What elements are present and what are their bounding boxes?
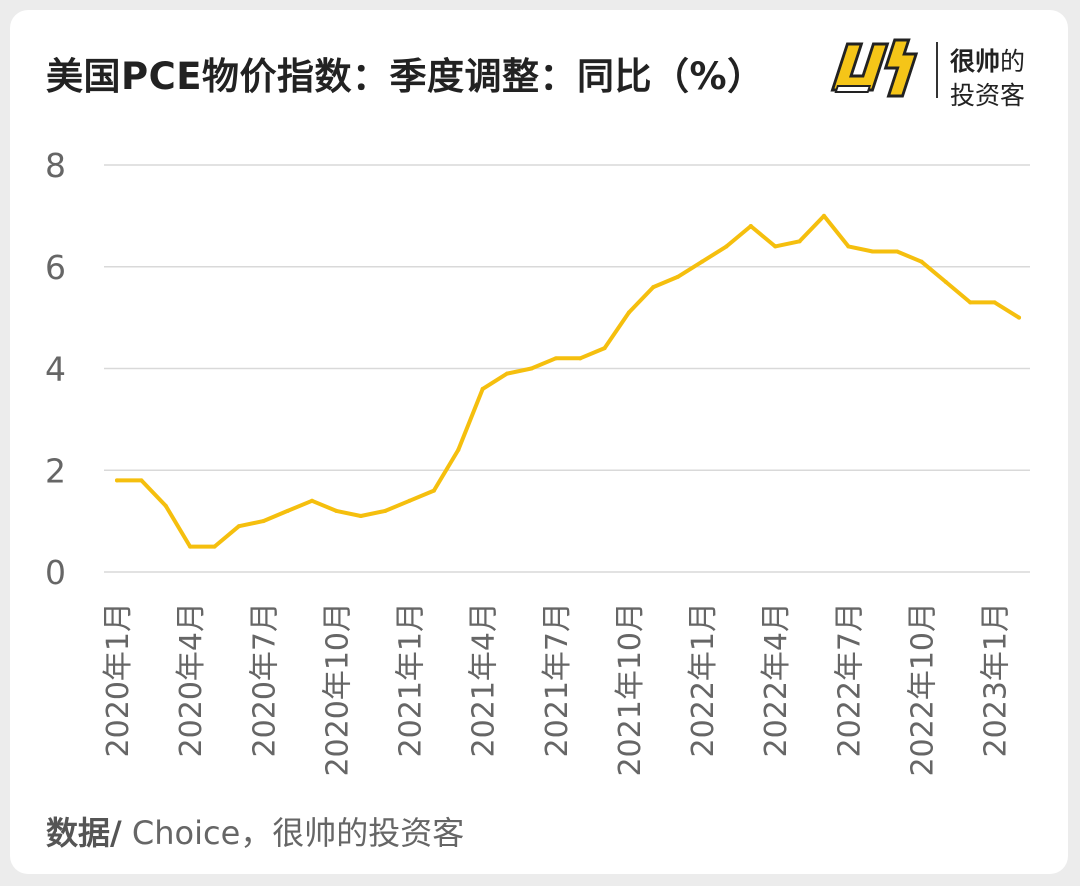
data-point xyxy=(115,478,119,483)
chart-title: 美国PCE物价指数：季度调整：同比（%） xyxy=(46,55,765,98)
logo-divider xyxy=(936,42,938,98)
data-point xyxy=(602,346,607,351)
brand-name-line1: 很帅的 xyxy=(950,47,1026,76)
data-point xyxy=(895,249,900,254)
data-point xyxy=(505,371,510,376)
x-tick-label: 2020年4月 xyxy=(174,602,209,757)
brand-logo: 很帅的 投资客 xyxy=(830,36,1042,110)
shuai-logo-icon xyxy=(830,38,919,98)
data-point xyxy=(1017,315,1021,320)
data-point xyxy=(383,508,388,513)
brand-name-line2: 投资客 xyxy=(950,81,1026,110)
x-tick-label: 2020年7月 xyxy=(247,602,282,757)
x-tick-label: 2021年7月 xyxy=(540,602,575,757)
x-tick-label: 2022年7月 xyxy=(832,602,867,757)
data-point xyxy=(846,244,851,249)
x-tick-label: 2020年1月 xyxy=(101,602,136,757)
data-point xyxy=(334,508,339,513)
pce-yoy-series-line xyxy=(115,213,1021,549)
data-point xyxy=(675,274,680,279)
x-axis-ticks: 2020年1月 2020年4月 2020年7月 2020年10月 2021年1月 2021… xyxy=(101,602,1014,777)
series-layer xyxy=(115,213,1021,549)
y-tick-label: 4 xyxy=(45,350,66,389)
data-point xyxy=(773,244,778,249)
chart-card xyxy=(10,10,1068,874)
y-tick-label: 0 xyxy=(45,553,66,592)
data-point xyxy=(188,544,193,549)
x-tick-label: 2021年4月 xyxy=(467,602,502,757)
data-point xyxy=(821,213,826,218)
x-tick-label: 2021年10月 xyxy=(613,602,648,777)
x-tick-label: 2022年4月 xyxy=(759,602,794,757)
y-tick-label: 2 xyxy=(45,451,66,490)
y-tick-label: 8 xyxy=(45,146,66,185)
data-point xyxy=(480,386,485,391)
data-point xyxy=(553,356,558,361)
grid-lines xyxy=(104,164,1030,573)
data-point xyxy=(261,519,266,524)
data-point xyxy=(163,503,168,508)
x-tick-label: 2021年1月 xyxy=(394,602,429,757)
data-point xyxy=(212,544,217,549)
x-tick-label: 2022年10月 xyxy=(905,602,940,777)
data-point xyxy=(626,310,631,315)
data-point xyxy=(407,498,412,503)
data-point xyxy=(870,249,875,254)
data-point xyxy=(358,514,363,519)
data-point xyxy=(943,280,948,285)
data-point xyxy=(456,447,461,452)
data-point xyxy=(431,488,436,493)
data-point xyxy=(285,508,290,513)
data-point xyxy=(529,366,534,371)
data-point xyxy=(797,239,802,244)
data-point xyxy=(651,285,656,290)
data-point xyxy=(748,224,753,229)
data-point xyxy=(968,300,973,305)
y-tick-label: 6 xyxy=(45,248,66,287)
y-axis-ticks: 0 2 4 6 8 xyxy=(45,146,66,592)
x-tick-label: 2020年10月 xyxy=(320,602,355,777)
source-note: 数据/ Choice，很帅的投资客 xyxy=(46,814,465,852)
data-point xyxy=(919,259,924,264)
x-tick-label: 2023年1月 xyxy=(979,602,1014,757)
data-point xyxy=(578,356,583,361)
data-point xyxy=(992,300,997,305)
x-tick-label: 2022年1月 xyxy=(686,602,721,757)
data-point xyxy=(236,524,241,529)
data-point xyxy=(310,498,315,503)
data-point xyxy=(724,244,729,249)
data-point xyxy=(139,478,144,483)
data-point xyxy=(700,259,705,264)
